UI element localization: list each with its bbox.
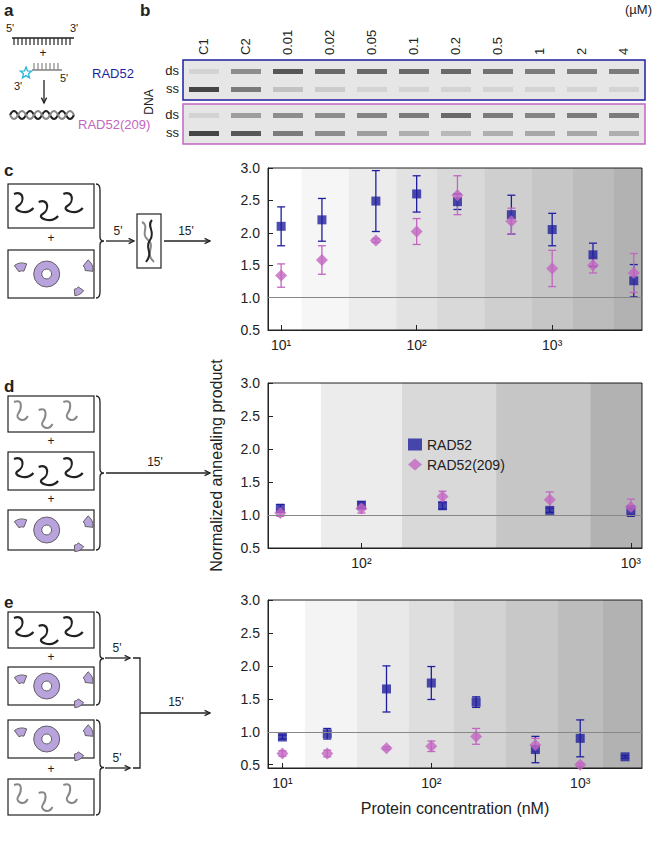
svg-text:ds: ds xyxy=(165,107,179,122)
svg-text:1.0: 1.0 xyxy=(241,724,261,740)
svg-text:3.0: 3.0 xyxy=(241,592,261,608)
svg-text:3': 3' xyxy=(70,22,78,34)
svg-text:0.5: 0.5 xyxy=(241,322,261,338)
svg-text:4: 4 xyxy=(616,48,631,55)
svg-text:3.0: 3.0 xyxy=(241,160,261,176)
svg-text:1.0: 1.0 xyxy=(241,507,261,523)
svg-text:+: + xyxy=(47,231,54,245)
svg-text:15': 15' xyxy=(168,695,184,709)
svg-text:ss: ss xyxy=(166,81,180,96)
svg-text:DNA: DNA xyxy=(142,89,156,114)
svg-text:RAD52: RAD52 xyxy=(92,66,134,81)
svg-text:1.5: 1.5 xyxy=(241,257,261,273)
svg-text:1.0: 1.0 xyxy=(241,290,261,306)
svg-text:+: + xyxy=(47,434,54,448)
svg-text:10²: 10² xyxy=(421,775,442,791)
svg-text:5': 5' xyxy=(113,641,122,655)
svg-text:1.5: 1.5 xyxy=(241,691,261,707)
svg-text:+: + xyxy=(39,46,46,60)
svg-text:0.02: 0.02 xyxy=(322,30,337,55)
svg-text:2.0: 2.0 xyxy=(241,658,261,674)
svg-text:10³: 10³ xyxy=(570,775,591,791)
svg-text:1: 1 xyxy=(532,48,547,55)
svg-text:Normalized annealing product: Normalized annealing product xyxy=(208,359,225,572)
svg-text:b: b xyxy=(140,1,150,20)
svg-text:10²: 10² xyxy=(351,555,372,571)
svg-text:ss: ss xyxy=(166,125,180,140)
svg-text:2.5: 2.5 xyxy=(241,192,261,208)
svg-text:10¹: 10¹ xyxy=(271,337,292,353)
svg-text:10³: 10³ xyxy=(542,337,563,353)
svg-text:2.5: 2.5 xyxy=(241,625,261,641)
svg-text:(µM): (µM) xyxy=(625,2,652,17)
svg-text:3.0: 3.0 xyxy=(241,375,261,391)
svg-text:0.05: 0.05 xyxy=(364,30,379,55)
svg-text:0.5: 0.5 xyxy=(241,757,261,773)
svg-text:2.0: 2.0 xyxy=(241,441,261,457)
svg-text:2.0: 2.0 xyxy=(241,225,261,241)
svg-text:RAD52(209): RAD52(209) xyxy=(78,117,150,132)
svg-text:2: 2 xyxy=(574,48,589,55)
svg-text:0.1: 0.1 xyxy=(406,37,421,55)
svg-text:1.5: 1.5 xyxy=(241,474,261,490)
svg-text:RAD52(209): RAD52(209) xyxy=(427,457,505,473)
svg-text:c: c xyxy=(4,161,13,180)
svg-text:5': 5' xyxy=(60,72,68,84)
svg-text:ds: ds xyxy=(165,63,179,78)
svg-text:Protein concentration (nM): Protein concentration (nM) xyxy=(361,800,550,817)
svg-text:10²: 10² xyxy=(407,337,428,353)
svg-text:10¹: 10¹ xyxy=(272,775,293,791)
svg-text:d: d xyxy=(4,377,14,396)
svg-text:2.5: 2.5 xyxy=(241,408,261,424)
svg-text:0.5: 0.5 xyxy=(490,37,505,55)
svg-text:+: + xyxy=(47,650,54,664)
svg-text:15': 15' xyxy=(147,455,163,469)
svg-text:10³: 10³ xyxy=(621,555,642,571)
svg-text:C2: C2 xyxy=(238,38,253,55)
svg-text:0.5: 0.5 xyxy=(241,540,261,556)
svg-text:3': 3' xyxy=(14,80,22,92)
svg-text:0.2: 0.2 xyxy=(448,37,463,55)
svg-text:0.01: 0.01 xyxy=(280,30,295,55)
svg-text:+: + xyxy=(47,762,54,776)
svg-text:5': 5' xyxy=(114,224,123,238)
svg-text:5': 5' xyxy=(6,22,14,34)
svg-text:15': 15' xyxy=(178,224,194,238)
svg-text:C1: C1 xyxy=(196,38,211,55)
svg-text:e: e xyxy=(4,593,13,612)
svg-text:+: + xyxy=(47,492,54,506)
svg-text:a: a xyxy=(4,1,14,20)
svg-text:RAD52: RAD52 xyxy=(427,437,472,453)
svg-text:5': 5' xyxy=(113,751,122,765)
